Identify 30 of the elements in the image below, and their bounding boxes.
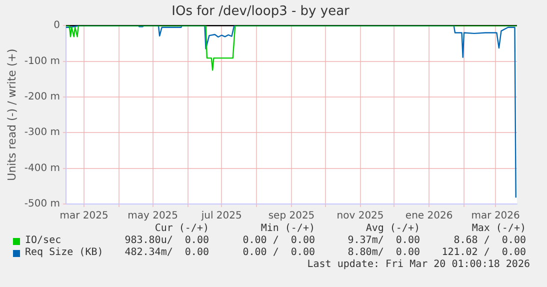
text: Max (-/+) (472, 223, 526, 234)
text: 983.80u/ 0.00 (124, 235, 209, 246)
legend-label: Req Size (KB) (25, 247, 104, 258)
text: 121.02 / 0.00 (442, 247, 526, 258)
text: 8.80m/ 0.00 (348, 247, 420, 258)
x-tick-label: jul 2025 (200, 210, 242, 222)
legend-label: IO/sec (25, 235, 62, 246)
x-tick-label: mar 2026 (471, 210, 520, 222)
x-tick-label: sep 2025 (268, 210, 315, 222)
text: 8.68 / 0.00 (454, 235, 526, 246)
text: 0.00 / 0.00 (242, 247, 315, 258)
x-tick-label: ene 2026 (405, 210, 453, 222)
x-tick-label: nov 2025 (336, 210, 384, 222)
y-tick-label: 0 (54, 20, 60, 32)
text: Last update: Fri Mar 20 01:00:18 2026 (307, 259, 530, 270)
text: 9.37m/ 0.00 (348, 235, 420, 246)
text: Cur (-/+) (154, 223, 209, 234)
y-tick-label: -300 m (24, 127, 60, 138)
text: 0.00 / 0.00 (242, 235, 315, 246)
y-tick-label: -500 m (24, 198, 60, 210)
text: Min (-/+) (260, 223, 315, 234)
y-tick-label: -400 m (24, 162, 60, 174)
text: 482.34m/ 0.00 (124, 247, 209, 258)
y-tick-label: -200 m (24, 92, 60, 103)
text: Avg (-/+) (366, 223, 420, 234)
y-tick-label: -100 m (24, 56, 60, 67)
y-axis-title: Units read (-) / write (+) (5, 48, 18, 181)
chart-title: IOs for /dev/loop3 - by year (172, 4, 350, 20)
x-tick-label: mar 2025 (60, 210, 108, 222)
x-tick-label: may 2025 (128, 210, 178, 222)
